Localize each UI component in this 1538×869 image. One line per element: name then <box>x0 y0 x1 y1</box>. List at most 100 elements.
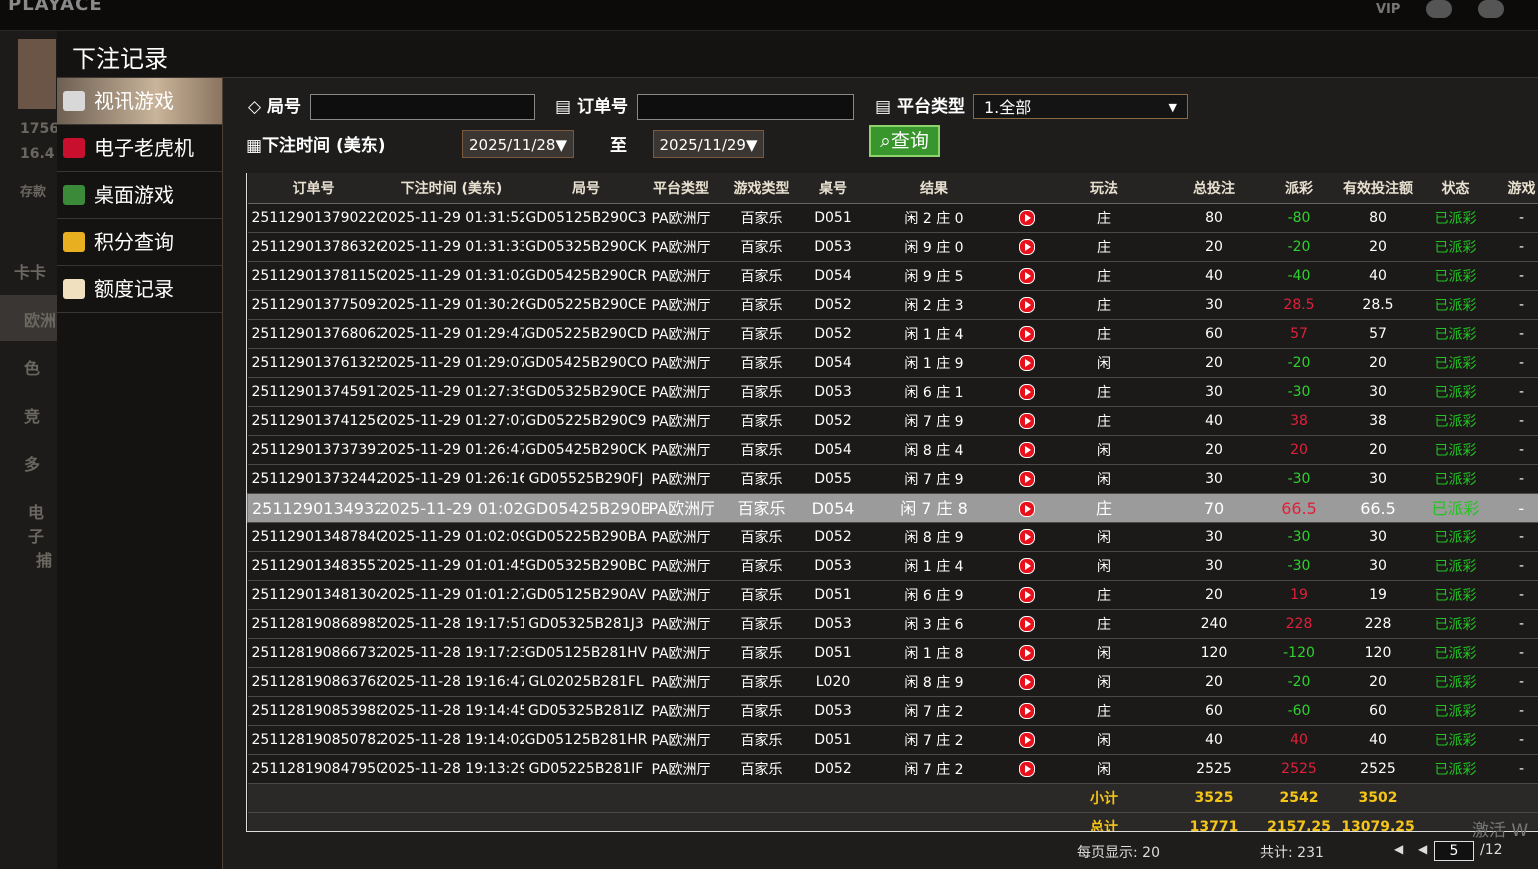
bet-row[interactable]: 251129013481304 2025-11-29 01:01:27 GD0512… <box>247 580 1538 610</box>
bet-row[interactable]: 251128190847950 2025-11-28 19:13:29 GD0522… <box>247 754 1538 784</box>
date-from[interactable]: 2025/11/28▼ <box>462 130 574 158</box>
date-to[interactable]: 2025/11/29▼ <box>653 130 764 158</box>
bet-row[interactable]: 251128190853988 2025-11-28 19:14:45 GD0532… <box>247 696 1538 726</box>
replay-icon[interactable] <box>1018 413 1035 429</box>
bet-row[interactable]: 251128190863768 2025-11-28 19:16:47 GL0202… <box>247 667 1538 697</box>
replay-icon[interactable] <box>1018 674 1035 690</box>
bet-row[interactable]: 251129013483557 2025-11-29 01:01:45 GD0532… <box>247 551 1538 581</box>
order-input[interactable] <box>637 94 854 120</box>
bet-row[interactable]: 251129013487840 2025-11-29 01:02:09 GD0522… <box>247 522 1538 552</box>
cell: 20 <box>1261 435 1337 465</box>
menu-icon <box>63 232 85 252</box>
cell: 2025-11-29 01:02:09 <box>379 522 524 552</box>
cell: 2525 <box>1166 754 1262 784</box>
replay-icon[interactable] <box>1018 558 1035 574</box>
replay-icon[interactable] <box>1018 384 1035 400</box>
bet-row[interactable]: 251129013745917 2025-11-29 01:27:35 GD0532… <box>247 377 1538 407</box>
cell: 30 <box>1166 290 1262 320</box>
cell: D055 <box>809 464 857 494</box>
cell: - <box>1491 435 1538 465</box>
bet-row[interactable]: 251128190850782 2025-11-28 19:14:02 GD0512… <box>247 725 1538 755</box>
round-input[interactable] <box>310 94 535 120</box>
replay-icon[interactable] <box>1018 268 1035 284</box>
cell: 20 <box>1166 348 1262 378</box>
cell: 2025-11-28 19:16:47 <box>379 667 524 697</box>
cell: 251128190853988 <box>247 696 380 726</box>
cell: 40 <box>1166 406 1262 436</box>
cell: GD05125B290AV <box>523 580 649 610</box>
menu-icon <box>63 138 85 158</box>
cell: D051 <box>809 638 857 668</box>
menu-item[interactable]: 视讯游戏 <box>57 78 222 125</box>
user-icon[interactable] <box>1426 0 1452 18</box>
menu-icon <box>63 185 85 205</box>
bet-row[interactable]: 251129013732442 2025-11-29 01:26:16 GD0552… <box>247 464 1538 494</box>
bet-row[interactable]: 251129013786326 2025-11-29 01:31:33 GD0532… <box>247 232 1538 262</box>
replay-icon[interactable] <box>1018 587 1035 603</box>
replay-cell <box>1011 290 1042 320</box>
total-cell: 总计 <box>1041 812 1167 831</box>
replay-icon[interactable] <box>1018 442 1035 458</box>
bet-row[interactable]: 251129013775093 2025-11-29 01:30:26 GD0522… <box>247 290 1538 320</box>
cell: 闲 9 庄 0 <box>856 232 1012 262</box>
replay-icon[interactable] <box>1018 210 1035 226</box>
menu-item[interactable]: 桌面游戏 <box>57 172 222 219</box>
replay-icon[interactable] <box>1018 355 1035 371</box>
cell: 闲 1 庄 4 <box>856 551 1012 581</box>
bet-row[interactable]: 251129013790220 2025-11-29 01:31:52 GD0512… <box>247 203 1538 233</box>
cell: 20 <box>1166 667 1262 697</box>
prev-page[interactable]: ◀ <box>1418 842 1428 856</box>
music-icon[interactable] <box>1478 0 1504 18</box>
cell: 闲 <box>1041 348 1167 378</box>
bet-row[interactable]: 251128190868985 2025-11-28 19:17:51 GD0532… <box>247 609 1538 639</box>
replay-icon[interactable] <box>1018 326 1035 342</box>
replay-cell <box>1011 580 1042 610</box>
bet-row[interactable]: 2511290134932082025-11-29 01:02:42GD0542… <box>247 493 1538 523</box>
column-header: 局号 <box>523 173 649 204</box>
menu-item[interactable]: 积分查询 <box>57 219 222 266</box>
bet-row[interactable]: 251129013768062 2025-11-29 01:29:47 GD0522… <box>247 319 1538 349</box>
cell: D053 <box>809 232 857 262</box>
replay-icon[interactable] <box>1018 703 1035 719</box>
bg-item: 欧洲 <box>24 311 57 330</box>
column-header: 订单号 <box>247 173 380 204</box>
bet-row[interactable]: 251129013761325 2025-11-29 01:29:07 GD0542… <box>247 348 1538 378</box>
column-header: 有效投注额 <box>1336 173 1420 204</box>
cell: -30 <box>1261 464 1337 494</box>
bet-row[interactable]: 251129013737391 2025-11-29 01:26:47 GD0542… <box>247 435 1538 465</box>
cell: - <box>1491 725 1538 755</box>
menu-item[interactable]: 额度记录 <box>57 266 222 313</box>
replay-icon[interactable] <box>1018 645 1035 661</box>
replay-icon[interactable] <box>1018 471 1035 487</box>
modal-title-bar: 下注记录 <box>57 33 1538 78</box>
replay-icon[interactable] <box>1018 297 1035 313</box>
time-label: ▦下注时间 (美东) <box>246 136 386 156</box>
vip-icon[interactable]: VIP <box>1376 2 1401 17</box>
cell: 庄 <box>1041 493 1167 523</box>
cell: GD05225B290CE <box>523 290 649 320</box>
cell: GD05425B290CK <box>523 435 649 465</box>
cell: D051 <box>809 725 857 755</box>
cell: 百家乐 <box>713 203 810 233</box>
platform-select[interactable]: 1.全部 ▼ <box>973 94 1188 119</box>
bet-row[interactable]: 251129013781150 2025-11-29 01:31:02 GD0542… <box>247 261 1538 291</box>
cell: 2525 <box>1336 754 1420 784</box>
bet-row[interactable]: 251129013741256 2025-11-29 01:27:07 GD0522… <box>247 406 1538 436</box>
bet-row[interactable]: 251128190866732 2025-11-28 19:17:23 GD0512… <box>247 638 1538 668</box>
replay-icon[interactable] <box>1018 616 1035 632</box>
cell: GD05225B290CD <box>523 319 649 349</box>
replay-icon[interactable] <box>1018 501 1035 517</box>
replay-icon[interactable] <box>1018 761 1035 777</box>
cell: 闲 <box>1041 464 1167 494</box>
cell: - <box>1491 754 1538 784</box>
first-page[interactable]: ◀ <box>1394 842 1404 856</box>
cell: 闲 1 庄 9 <box>856 348 1012 378</box>
replay-icon[interactable] <box>1018 529 1035 545</box>
menu-item[interactable]: 电子老虎机 <box>57 125 222 172</box>
replay-icon[interactable] <box>1018 239 1035 255</box>
page-input[interactable]: 5 <box>1434 841 1474 861</box>
cell: 2025-11-29 01:26:16 <box>379 464 524 494</box>
query-button[interactable]: ⌕查询 <box>869 125 940 157</box>
replay-icon[interactable] <box>1018 732 1035 748</box>
platform-label: ▤ 平台类型 <box>875 97 965 117</box>
